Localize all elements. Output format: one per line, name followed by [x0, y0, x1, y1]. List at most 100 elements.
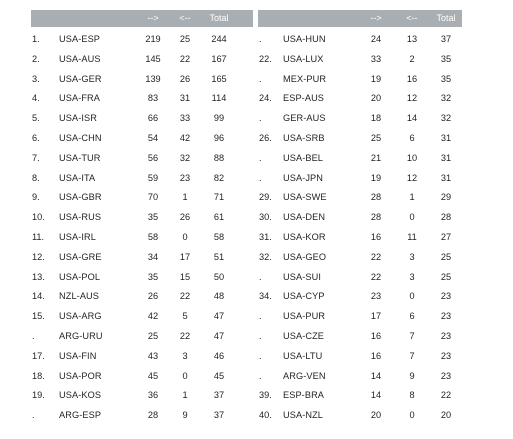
total-cell: 99 [213, 113, 225, 124]
total-cell: 167 [211, 53, 227, 64]
forward-cell: 56 [147, 152, 159, 163]
forward-cell: 16 [370, 231, 382, 242]
forward-cell: 20 [370, 410, 382, 421]
forward-cell: 139 [145, 73, 161, 84]
table-row: . ARG-ESP 28 9 37 [31, 404, 253, 424]
table-row: . ARG-VEN 14 9 23 [258, 365, 462, 385]
total-cell: 28 [440, 212, 452, 223]
pair-cell: USA-KOR [283, 231, 326, 242]
pair-cell: USA-TUR [59, 152, 101, 163]
pair-cell: USA-CZE [283, 330, 325, 341]
left-table: --> <-- Total 1. USA-ESP 219 25 244 2. USA-AUS… [31, 10, 253, 424]
header-forward: --> [370, 13, 382, 23]
rank-cell: 34. [259, 291, 272, 302]
table-row: 19. USA-KOS 36 1 37 [31, 384, 253, 404]
back-cell: 11 [407, 231, 417, 242]
total-cell: 37 [440, 34, 452, 44]
total-cell: 23 [440, 291, 452, 302]
forward-cell: 20 [370, 93, 382, 104]
pair-cell: USA-POL [59, 271, 101, 282]
back-cell: 22 [179, 330, 191, 341]
right-table: --> <-- Total . USA-HUN 24 13 37 22. USA-LUX 33… [258, 10, 462, 424]
rank-cell: 31. [259, 231, 272, 242]
rank-cell: 4. [32, 93, 40, 104]
total-cell: 31 [440, 152, 452, 163]
back-cell: 0 [182, 370, 188, 381]
pair-cell: USA-ESP [59, 34, 101, 44]
total-cell: 96 [213, 132, 225, 143]
forward-cell: 36 [147, 390, 159, 401]
total-cell: 32 [440, 93, 452, 104]
total-cell: 47 [213, 311, 225, 322]
total-cell: 23 [440, 370, 452, 381]
forward-cell: 43 [147, 350, 159, 361]
back-cell: 15 [179, 271, 191, 282]
total-cell: 244 [211, 34, 227, 44]
total-cell: 31 [440, 172, 452, 183]
total-cell: 25 [440, 251, 452, 262]
pair-cell: USA-POR [59, 370, 102, 381]
back-cell: 13 [406, 34, 418, 44]
rank-cell: 29. [259, 192, 272, 203]
rank-cell: 3. [32, 73, 40, 84]
rank-cell: 14. [32, 291, 45, 302]
pair-cell: USA-GBR [59, 192, 102, 203]
pair-cell: USA-ARG [59, 311, 102, 322]
header-back: <-- [179, 13, 191, 23]
rank-cell: . [259, 370, 262, 381]
back-cell: 7 [409, 350, 415, 361]
total-cell: 23 [440, 311, 452, 322]
forward-cell: 17 [370, 311, 382, 322]
rank-cell: . [259, 113, 262, 124]
back-cell: 0 [409, 291, 415, 302]
rank-cell: 11. [32, 231, 45, 242]
table-row: 13. USA-POL 35 15 50 [31, 266, 253, 286]
back-cell: 1 [182, 390, 188, 401]
rank-cell: 39. [259, 390, 272, 401]
table-row: 2. USA-AUS 145 22 167 [31, 48, 253, 68]
table-row: 39. ESP-BRA 14 8 22 [258, 384, 462, 404]
pair-cell: USA-HUN [283, 34, 326, 44]
back-cell: 22 [179, 291, 191, 302]
pair-cell: USA-ISR [59, 113, 97, 124]
total-cell: 35 [440, 53, 452, 64]
back-cell: 3 [409, 251, 415, 262]
back-cell: 12 [406, 93, 418, 104]
pair-cell: MEX-PUR [283, 73, 327, 84]
total-cell: 71 [213, 192, 225, 203]
table-row: 29. USA-SWE 28 1 29 [258, 186, 462, 206]
forward-cell: 219 [145, 34, 161, 44]
back-cell: 7 [409, 330, 415, 341]
table-row: 15. USA-ARG 42 5 47 [31, 305, 253, 325]
forward-cell: 23 [370, 291, 382, 302]
pair-cell: USA-SWE [283, 192, 327, 203]
forward-cell: 21 [370, 152, 382, 163]
table-row: . ARG-URU 25 22 47 [31, 325, 253, 345]
pair-cell: USA-PUR [283, 311, 326, 322]
left-table-header: --> <-- Total [31, 10, 253, 27]
table-row: 32. USA-GEO 22 3 25 [258, 246, 462, 266]
total-cell: 22 [440, 390, 452, 401]
rank-cell: 1. [32, 34, 40, 44]
pair-cell: USA-AUS [59, 53, 101, 64]
table-row: 9. USA-GBR 70 1 71 [31, 186, 253, 206]
pair-cell: ESP-AUS [283, 93, 325, 104]
rank-cell: . [259, 73, 262, 84]
back-cell: 6 [409, 311, 415, 322]
forward-cell: 14 [370, 370, 382, 381]
total-cell: 35 [440, 73, 452, 84]
rank-cell: . [259, 271, 262, 282]
total-cell: 165 [211, 73, 227, 84]
rank-cell: 30. [259, 212, 272, 223]
rank-cell: . [259, 311, 262, 322]
rank-cell: . [32, 410, 35, 421]
forward-cell: 25 [370, 132, 382, 143]
rank-cell: 26. [259, 132, 272, 143]
rank-cell: 40. [259, 410, 272, 421]
pair-cell: USA-LUX [283, 53, 324, 64]
forward-cell: 35 [147, 271, 159, 282]
total-cell: 82 [213, 172, 225, 183]
rank-cell: . [259, 350, 262, 361]
forward-cell: 24 [370, 34, 382, 44]
header-back: <-- [406, 13, 418, 23]
